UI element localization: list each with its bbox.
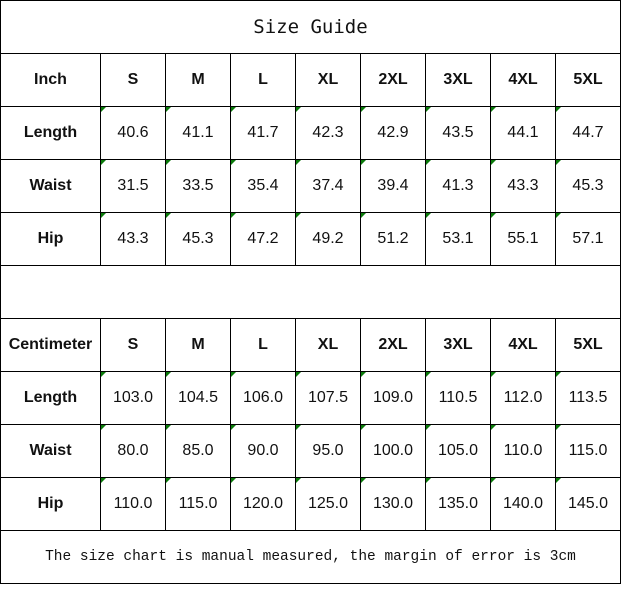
measurement-cell: 110.0	[100, 477, 166, 531]
measurement-cell: 44.1	[490, 106, 556, 160]
measurement-cell: 55.1	[490, 212, 556, 266]
measurement-cell: 109.0	[360, 371, 426, 425]
table-row: Length 103.0 104.5 106.0 107.5 109.0 110.5 112.…	[0, 371, 621, 425]
measurement-cell: 104.5	[165, 371, 231, 425]
measurement-cell: 100.0	[360, 424, 426, 478]
table-row: Length 40.6 41.1 41.7 42.3 42.9 43.5 44.1 44.7	[0, 106, 621, 160]
size-header: L	[230, 318, 296, 372]
size-header: L	[230, 53, 296, 107]
centimeter-header-row: Centimeter S M L XL 2XL 3XL 4XL 5XL	[0, 318, 621, 372]
measurement-cell: 41.7	[230, 106, 296, 160]
measurement-cell: 57.1	[555, 212, 621, 266]
measurement-cell: 43.5	[425, 106, 491, 160]
measurement-cell: 95.0	[295, 424, 361, 478]
measurement-cell: 42.3	[295, 106, 361, 160]
size-header: 3XL	[425, 318, 491, 372]
measurement-cell: 41.1	[165, 106, 231, 160]
size-header: S	[100, 318, 166, 372]
spacer-row	[0, 265, 621, 319]
inch-header-row: Inch S M L XL 2XL 3XL 4XL 5XL	[0, 53, 621, 107]
measurement-cell: 80.0	[100, 424, 166, 478]
table-row: Waist 31.5 33.5 35.4 37.4 39.4 41.3 43.3 45.3	[0, 159, 621, 213]
measurement-cell: 125.0	[295, 477, 361, 531]
measurement-cell: 135.0	[425, 477, 491, 531]
size-header: 3XL	[425, 53, 491, 107]
measurement-cell: 140.0	[490, 477, 556, 531]
measurement-cell: 106.0	[230, 371, 296, 425]
measurement-cell: 40.6	[100, 106, 166, 160]
row-label: Hip	[0, 212, 101, 266]
size-header: 5XL	[555, 318, 621, 372]
measurement-cell: 45.3	[165, 212, 231, 266]
measurement-cell: 107.5	[295, 371, 361, 425]
size-header: 2XL	[360, 53, 426, 107]
size-header: M	[165, 318, 231, 372]
measurement-cell: 35.4	[230, 159, 296, 213]
measurement-cell: 37.4	[295, 159, 361, 213]
measurement-note: The size chart is manual measured, the m…	[0, 530, 621, 584]
size-guide-table: Size Guide Inch S M L XL 2XL 3XL 4XL 5XL Length 40…	[0, 0, 621, 584]
size-header: M	[165, 53, 231, 107]
row-label: Hip	[0, 477, 101, 531]
measurement-cell: 41.3	[425, 159, 491, 213]
measurement-cell: 42.9	[360, 106, 426, 160]
note-row: The size chart is manual measured, the m…	[0, 530, 621, 584]
measurement-cell: 112.0	[490, 371, 556, 425]
size-header: XL	[295, 53, 361, 107]
row-label: Length	[0, 106, 101, 160]
size-header: 2XL	[360, 318, 426, 372]
measurement-cell: 103.0	[100, 371, 166, 425]
size-header: 4XL	[490, 318, 556, 372]
table-row: Waist 80.0 85.0 90.0 95.0 100.0 105.0 110.0 115.…	[0, 424, 621, 478]
measurement-cell: 31.5	[100, 159, 166, 213]
page-title: Size Guide	[0, 0, 621, 54]
measurement-cell: 47.2	[230, 212, 296, 266]
table-row: Hip 110.0 115.0 120.0 125.0 130.0 135.0 140.0 14…	[0, 477, 621, 531]
row-label: Waist	[0, 424, 101, 478]
measurement-cell: 49.2	[295, 212, 361, 266]
size-header: 5XL	[555, 53, 621, 107]
inch-unit-label: Inch	[0, 53, 101, 107]
spacer-cell	[0, 265, 621, 319]
measurement-cell: 130.0	[360, 477, 426, 531]
centimeter-unit-label: Centimeter	[0, 318, 101, 372]
measurement-cell: 145.0	[555, 477, 621, 531]
measurement-cell: 44.7	[555, 106, 621, 160]
measurement-cell: 85.0	[165, 424, 231, 478]
measurement-cell: 110.0	[490, 424, 556, 478]
measurement-cell: 115.0	[165, 477, 231, 531]
size-header: S	[100, 53, 166, 107]
size-header: XL	[295, 318, 361, 372]
measurement-cell: 43.3	[490, 159, 556, 213]
row-label: Waist	[0, 159, 101, 213]
measurement-cell: 115.0	[555, 424, 621, 478]
measurement-cell: 43.3	[100, 212, 166, 266]
row-label: Length	[0, 371, 101, 425]
measurement-cell: 53.1	[425, 212, 491, 266]
measurement-cell: 110.5	[425, 371, 491, 425]
measurement-cell: 51.2	[360, 212, 426, 266]
measurement-cell: 105.0	[425, 424, 491, 478]
measurement-cell: 113.5	[555, 371, 621, 425]
measurement-cell: 33.5	[165, 159, 231, 213]
measurement-cell: 90.0	[230, 424, 296, 478]
measurement-cell: 39.4	[360, 159, 426, 213]
measurement-cell: 45.3	[555, 159, 621, 213]
size-header: 4XL	[490, 53, 556, 107]
measurement-cell: 120.0	[230, 477, 296, 531]
table-row: Hip 43.3 45.3 47.2 49.2 51.2 53.1 55.1 57.1	[0, 212, 621, 266]
